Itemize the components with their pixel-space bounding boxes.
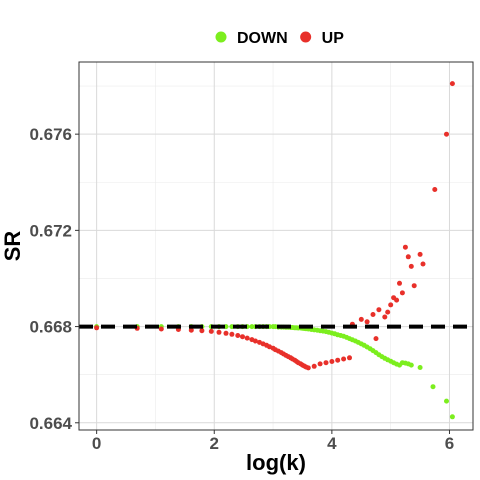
point-up — [229, 331, 235, 337]
point-up — [358, 316, 364, 322]
point-up — [444, 131, 449, 137]
point-up — [408, 263, 414, 269]
point-down — [449, 414, 455, 420]
point-up — [420, 261, 426, 267]
y-tick-label: 0.664 — [29, 414, 72, 433]
point-up — [397, 280, 402, 286]
legend-key-down — [215, 31, 227, 43]
point-up — [402, 244, 408, 250]
x-tick-label: 4 — [327, 434, 337, 453]
point-up — [329, 359, 335, 364]
legend: DOWN UP — [215, 30, 345, 47]
point-down — [249, 324, 255, 330]
point-up — [382, 314, 388, 320]
point-up — [158, 326, 164, 332]
legend-label-down: DOWN — [237, 30, 288, 47]
point-up — [376, 307, 382, 313]
x-tick-label: 0 — [92, 434, 101, 453]
y-tick-label: 0.676 — [29, 125, 72, 144]
point-up — [252, 338, 258, 344]
point-up — [399, 290, 405, 296]
point-up — [244, 335, 250, 341]
point-up — [385, 309, 391, 315]
point-up — [405, 254, 411, 260]
point-up — [370, 312, 376, 317]
plot-border — [78, 61, 474, 431]
point-up — [317, 361, 323, 367]
point-up — [394, 297, 400, 303]
y-axis-title: SR — [0, 231, 25, 262]
point-up — [216, 329, 222, 335]
point-up — [341, 356, 347, 362]
legend-label-up: UP — [322, 30, 345, 47]
point-up — [449, 81, 455, 87]
point-down — [417, 365, 423, 370]
point-up — [373, 336, 379, 342]
point-down — [408, 362, 414, 368]
legend-key-up — [300, 31, 312, 43]
x-axis-title: log(k) — [246, 450, 306, 475]
x-tick-label: 6 — [445, 434, 454, 453]
point-up — [411, 283, 417, 289]
y-axis-ticks: 0.664 0.668 0.672 0.676 — [29, 125, 79, 433]
point-up — [235, 333, 241, 338]
point-down — [444, 398, 449, 404]
point-up — [188, 327, 194, 333]
point-up — [388, 302, 394, 308]
y-tick-label: 0.672 — [29, 221, 72, 240]
point-up — [432, 187, 438, 192]
point-up — [364, 319, 370, 325]
point-up — [305, 365, 311, 371]
grid-lines — [79, 62, 473, 430]
point-down — [430, 384, 436, 390]
y-tick-label: 0.668 — [29, 318, 72, 337]
point-up — [311, 363, 317, 369]
x-tick-label: 2 — [210, 434, 219, 453]
point-up — [347, 355, 352, 361]
point-up — [94, 325, 100, 331]
point-up — [323, 360, 329, 366]
x-axis-ticks: 0 2 4 6 — [92, 430, 454, 453]
point-up — [199, 328, 205, 334]
point-up — [335, 357, 341, 363]
point-up — [240, 334, 245, 340]
point-up — [208, 328, 214, 334]
point-up — [417, 251, 423, 257]
point-up — [223, 330, 229, 336]
